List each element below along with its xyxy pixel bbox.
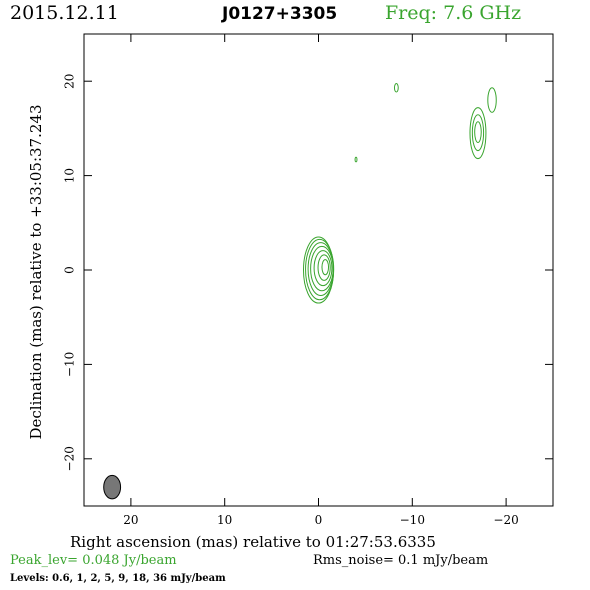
x-tick-label: −20 [493,513,518,527]
observation-date: 2015.12.11 [10,2,119,24]
y-axis-label: Declination (mas) relative to +33:05:37.… [27,104,45,440]
y-tick-label: −20 [63,446,77,471]
beam-shape [103,474,122,500]
contour-core [307,242,334,296]
y-tick-label: 0 [63,266,77,274]
y-tick-label: 20 [63,74,77,89]
contour-layer [302,83,497,304]
contour-jet-knot-1 [474,121,482,144]
contour-core [313,250,333,287]
contour-jet-knot-1 [471,114,485,152]
x-tick-label: 0 [315,513,323,527]
contour-spot-1 [393,83,399,93]
contour-jet-knot-2 [487,87,497,113]
contour-levels: Levels: 0.6, 1, 2, 5, 9, 18, 36 mJy/beam [10,573,226,584]
contour-spot-2 [354,156,358,163]
y-tick-label: −10 [63,352,77,377]
contour-jet-knot-1 [469,107,487,160]
peak-level: Peak_lev= 0.048 Jy/beam [10,553,177,568]
x-tick-label: −10 [400,513,425,527]
frequency-label: Freq: 7.6 GHz [385,2,522,24]
x-axis-label: Right ascension (mas) relative to 01:27:… [70,533,436,551]
axis-ticks [84,34,553,506]
axis-tick-labels: 20 10 0 −10 −20 20 10 0 −10 −20 [63,74,519,527]
x-tick-label: 10 [217,513,232,527]
contour-core [310,245,334,292]
x-tick-label: 20 [123,513,138,527]
y-tick-label: 10 [63,168,77,183]
rms-noise: Rms_noise= 0.1 mJy/beam [313,553,489,568]
beam-ellipse [103,474,122,500]
source-name: J0127+3305 [222,4,338,24]
contour-core [321,259,330,276]
contour-core [317,254,331,281]
